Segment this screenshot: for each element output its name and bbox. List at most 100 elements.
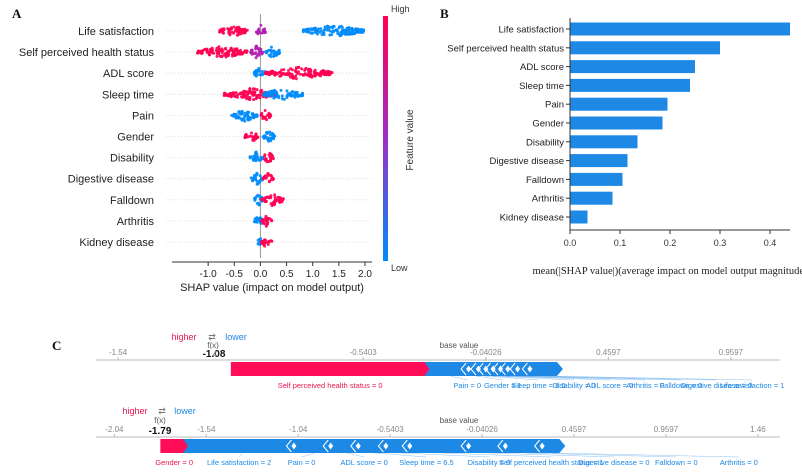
c2-segment-self-perceived-health-status-1 [407,439,472,453]
beeswarm-point [269,194,273,198]
c1-segment-sleep-time-6-5 [475,362,489,376]
beeswarm-point [230,30,234,34]
c1-feature-label: Self perceived health status = 0 [278,381,383,390]
beeswarm-point [250,112,254,116]
c1-segment-life-satisfaction-1 [527,362,563,376]
c2-feature-label: Disability = 0 [468,458,511,467]
beeswarm-point [263,109,267,112]
panel-b-tick-label: 0.3 [714,238,727,248]
beeswarm-point [313,71,317,75]
beeswarm-feature-label-life-satisfaction: Life satisfaction [78,26,154,38]
beeswarm-point [237,27,241,31]
beeswarm-point [270,49,273,53]
c1-feature-label: Disability = 0 [553,381,596,390]
c1-segment-gender-1 [466,362,481,376]
c1-legend-higher: higher [171,332,196,342]
c2-fx-label: f(x) [154,416,166,425]
beeswarm-point [270,94,274,98]
beeswarm-point [273,195,277,199]
beeswarm-point [238,29,242,33]
beeswarm-point [237,51,241,55]
beeswarm-point [275,93,279,97]
c1-label-connector [450,375,468,381]
beeswarm-point [264,135,268,139]
c2-segment-digestive-disease-0 [466,439,508,453]
beeswarm-point [228,48,232,52]
bar-label-gender: Gender [532,119,564,130]
colorbar-high-label: High [391,4,410,14]
c2-label-connector [526,452,677,458]
beeswarm-point [261,135,265,139]
panel-b-tick-label: 0.0 [564,238,577,248]
beeswarm-point [255,95,259,99]
beeswarm-point [271,133,275,137]
beeswarm-feature-label-disability: Disability [110,153,155,165]
beeswarm-point [253,217,257,221]
beeswarm-point [313,74,317,78]
beeswarm-point [254,73,258,77]
beeswarm-point [265,130,268,134]
c1-segment-self-perceived-health-status-0 [230,362,432,376]
bar-label-adl-score: ADL score [520,62,564,73]
beeswarm-point [234,112,238,116]
c1-feature-label: Digestive disease = 0 [681,381,753,390]
c2-label-connector [489,452,614,458]
beeswarm-point [224,51,228,55]
beeswarm-point [259,113,263,117]
beeswarm-point [266,137,270,141]
beeswarm-point [215,54,219,58]
beeswarm-point [257,46,261,50]
c2-feature-label: Life satisfaction = 2 [207,458,271,467]
c1-segment-separator [509,362,516,376]
beeswarm-point [228,33,232,37]
beeswarm-point [266,113,270,117]
beeswarm-point [261,177,265,181]
c1-segment-disability-0 [483,362,496,376]
beeswarm-point [306,73,310,77]
beeswarm-point [309,70,313,74]
c1-feature-label: Arthritis = 0 [626,381,664,390]
beeswarm-point [325,24,329,28]
beeswarm-point [282,68,286,72]
c1-segment-separator [492,362,499,376]
panel-label-c: C [52,338,61,353]
beeswarm-point [242,31,246,35]
beeswarm-point [223,47,227,51]
c2-segment-disability-0 [383,439,413,453]
panel-b-x-label: mean(|SHAP value|)(average impact on mod… [533,266,802,277]
beeswarm-point [265,49,269,53]
c2-fx-mask [140,426,180,436]
panel-a-tick-label: 0.0 [253,269,267,280]
colorbar-low-label: Low [391,263,408,273]
beeswarm-point [274,73,278,76]
beeswarm-feature-label-arthritis: Arthritis [117,216,155,228]
c2-segment-arthritis-0 [539,439,566,453]
beeswarm-point [266,217,269,221]
beeswarm-point [268,73,272,77]
beeswarm-point [244,134,248,138]
c2-tick-label: 1.46 [750,425,766,434]
beeswarm-point [294,77,298,81]
beeswarm-point [269,52,273,56]
panel-b-tick-label: 0.1 [614,238,627,248]
beeswarm-point [261,219,265,223]
beeswarm-point [285,94,289,98]
beeswarm-point [260,197,264,201]
beeswarm-point [297,66,301,69]
panel-a-beeswarm: Life satisfaction Self perceived health s… [19,4,416,294]
panel-a-tick-label: 2.0 [358,269,372,280]
beeswarm-point [227,28,231,32]
bar-disability [570,135,638,149]
beeswarm-point [208,53,211,57]
beeswarm-point [269,173,273,177]
beeswarm-feature-label-gender: Gender [117,132,154,144]
beeswarm-point [321,31,325,35]
beeswarm-point [339,30,343,34]
beeswarm-point [276,195,280,199]
beeswarm-point [279,74,283,78]
beeswarm-point [241,111,245,115]
beeswarm-point [323,28,327,31]
beeswarm-point [254,153,258,157]
beeswarm-point [270,156,274,160]
c1-segment-adl-score-0 [490,362,503,376]
